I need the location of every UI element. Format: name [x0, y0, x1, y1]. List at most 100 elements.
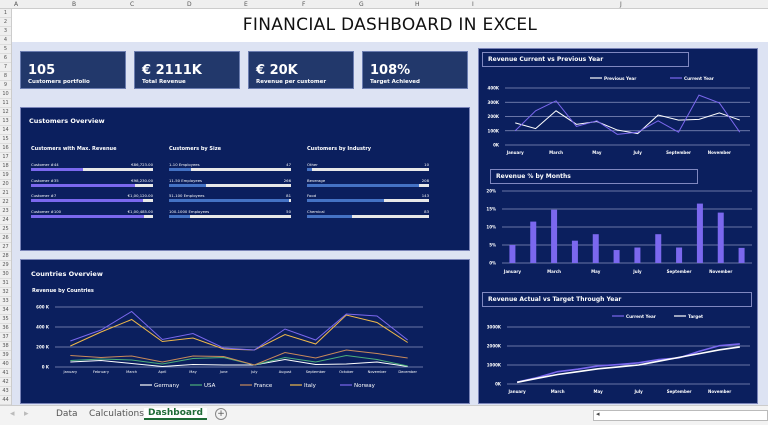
row-header[interactable]: 17 [0, 153, 11, 162]
bar [592, 234, 599, 263]
row-header[interactable]: 34 [0, 306, 11, 315]
y-tick-label: 1000K [487, 363, 502, 368]
row-header[interactable]: 35 [0, 315, 11, 324]
section-title: Customers by Industry [307, 146, 372, 152]
legend-label: France [254, 383, 273, 389]
row-header[interactable]: 23 [0, 207, 11, 216]
row-header[interactable]: 43 [0, 387, 11, 396]
item-value: 50 [286, 208, 291, 214]
tab-calculations[interactable]: Calculations [89, 409, 144, 419]
row-header[interactable]: 22 [0, 198, 11, 207]
progress-bar [31, 214, 153, 218]
item-label: Chemical [307, 208, 325, 214]
column-header[interactable]: C [130, 1, 135, 8]
customers-overview-panel: Customers Overview Customers with Max. R… [20, 107, 470, 251]
bar [696, 203, 703, 263]
item-label: Customer #7 [31, 193, 57, 198]
row-header[interactable]: 13 [0, 117, 11, 126]
scroll-left-arrow-icon[interactable]: ◂ [596, 410, 600, 418]
row-header[interactable]: 9 [0, 81, 11, 90]
row-header[interactable]: 2 [0, 18, 11, 27]
row-header[interactable]: 44 [0, 396, 11, 405]
row-header[interactable]: 39 [0, 351, 11, 360]
y-tick-label: 15% [486, 207, 496, 212]
row-header[interactable]: 26 [0, 234, 11, 243]
row-header[interactable]: 18 [0, 162, 11, 171]
row-header[interactable]: 6 [0, 54, 11, 63]
y-tick-label: 200K [488, 114, 500, 119]
kpi-customers-portfolio: 105 Customers portfolio [20, 51, 126, 89]
column-header[interactable]: I [472, 1, 474, 8]
row-header[interactable]: 36 [0, 324, 11, 333]
row-header[interactable]: 5 [0, 45, 11, 54]
kpi-label: Target Achieved [370, 79, 420, 85]
row-header[interactable]: 32 [0, 288, 11, 297]
revenue-panel: Revenue Current vs Previous Year Revenue… [478, 48, 758, 404]
row-header[interactable]: 37 [0, 333, 11, 342]
add-sheet-button[interactable]: + [215, 408, 227, 420]
scroll-left-icon[interactable]: ◂ [10, 409, 15, 419]
progress-bar [31, 168, 153, 171]
progress-fill [169, 168, 191, 171]
column-header[interactable]: B [72, 1, 77, 8]
row-header[interactable]: 16 [0, 144, 11, 153]
bar [551, 209, 558, 263]
column-header[interactable]: H [415, 1, 420, 8]
row-header[interactable]: 24 [0, 216, 11, 225]
row-header[interactable]: 12 [0, 108, 11, 117]
row-header[interactable]: 33 [0, 297, 11, 306]
column-header[interactable]: J [620, 1, 622, 8]
row-header[interactable]: 14 [0, 126, 11, 135]
column-header[interactable]: F [302, 1, 306, 8]
item-label: Customer #44 [31, 162, 59, 167]
row-header[interactable]: 31 [0, 279, 11, 288]
scroll-right-icon[interactable]: ▸ [24, 409, 29, 419]
row-header[interactable]: 29 [0, 261, 11, 270]
row-header[interactable]: 19 [0, 171, 11, 180]
row-header[interactable]: 11 [0, 99, 11, 108]
row-header[interactable]: 42 [0, 378, 11, 387]
customers-section: Customers with Max. Revenue Customer #44 €… [31, 146, 153, 224]
row-header[interactable]: 4 [0, 36, 11, 45]
column-header[interactable]: E [244, 1, 248, 8]
row-header[interactable]: 38 [0, 342, 11, 351]
countries-overview-panel: Countries Overview Revenue by Countries [20, 259, 470, 404]
customers-section: Customers by Size 1-10 Employees 47 11-50 E… [169, 146, 291, 224]
row-header[interactable]: 27 [0, 243, 11, 252]
item-label: Customer #100 [31, 208, 62, 214]
kpi-value: 108% [370, 63, 411, 78]
row-header[interactable]: 28 [0, 252, 11, 261]
row-header[interactable]: 30 [0, 270, 11, 279]
row-header[interactable]: 3 [0, 27, 11, 36]
row-header[interactable]: 40 [0, 360, 11, 369]
tab-data[interactable]: Data [56, 409, 78, 419]
item-label: 51-100 Employees [169, 193, 205, 198]
column-header[interactable]: A [14, 1, 19, 8]
kpi-label: Revenue per customer [256, 79, 327, 85]
tab-dashboard[interactable]: Dashboard [144, 408, 207, 420]
column-header[interactable]: D [187, 1, 192, 8]
horizontal-scrollbar[interactable]: ◂ [593, 410, 768, 421]
row-header[interactable]: 20 [0, 180, 11, 189]
kpi-revenue-per-customer: € 20K Revenue per customer [248, 51, 354, 89]
bar [530, 221, 537, 263]
row-headers: 1 2 3 4 5 6 7 8 9 10 11 12 13 14 15 16 17 18 19 20 21 22 23 24 2… [0, 9, 12, 405]
series-line-italy [70, 314, 408, 351]
row-header[interactable]: 8 [0, 72, 11, 81]
row-header[interactable]: 25 [0, 225, 11, 234]
row-header[interactable]: 1 [0, 9, 11, 18]
item-value: 10 [424, 162, 429, 167]
x-tick-label: November [708, 389, 731, 394]
item-value: 83 [424, 208, 429, 214]
y-tick-label: 20% [486, 189, 496, 194]
row-header[interactable]: 41 [0, 369, 11, 378]
y-tick-label: 3000K [487, 325, 502, 330]
bar [571, 240, 578, 263]
row-header[interactable]: 15 [0, 135, 11, 144]
series-line-norway [70, 310, 408, 351]
row-header[interactable]: 10 [0, 90, 11, 99]
progress-fill [307, 183, 420, 187]
row-header[interactable]: 21 [0, 189, 11, 198]
column-header[interactable]: G [359, 1, 364, 8]
row-header[interactable]: 7 [0, 63, 11, 72]
